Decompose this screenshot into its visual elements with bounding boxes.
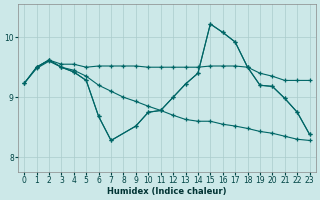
X-axis label: Humidex (Indice chaleur): Humidex (Indice chaleur): [107, 187, 227, 196]
